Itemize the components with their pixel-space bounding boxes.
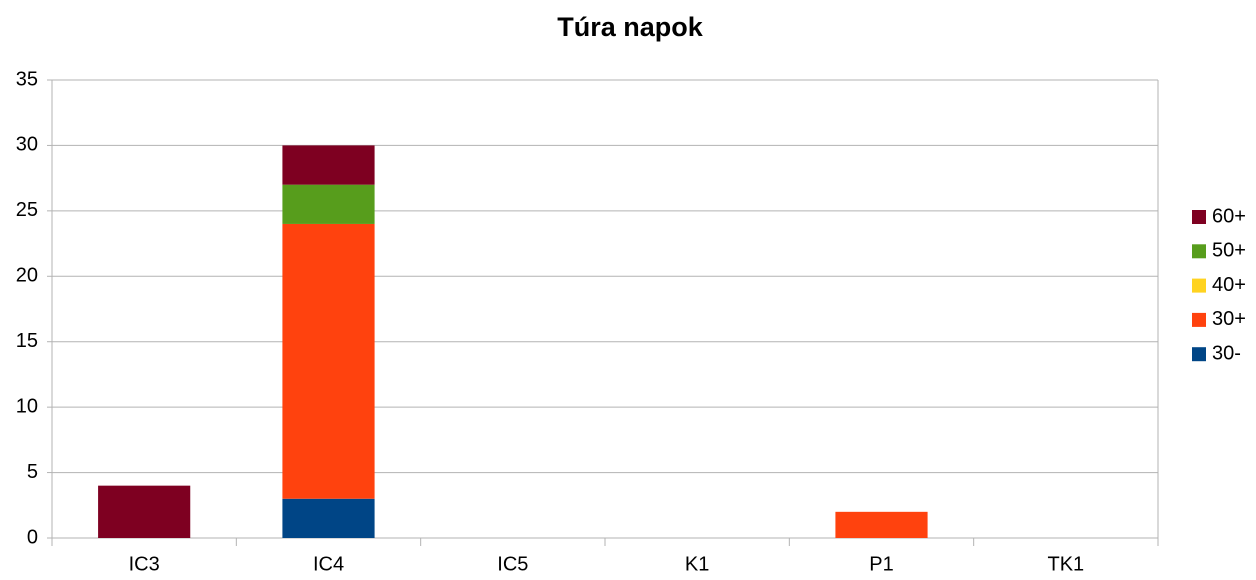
bar-segment (282, 145, 375, 185)
bar-segment (282, 223, 375, 499)
bar-segment (282, 498, 375, 538)
legend-swatch (1192, 312, 1206, 327)
bar-segment (282, 184, 375, 224)
x-tick-label: IC3 (129, 553, 160, 575)
y-tick-label: 30 (16, 134, 38, 156)
legend-label: 40+ (1212, 274, 1246, 296)
y-tick-label: 35 (16, 68, 38, 90)
legend-swatch (1192, 347, 1206, 362)
x-tick-label: K1 (685, 553, 709, 575)
y-tick-label: 20 (16, 265, 38, 287)
legend-label: 60+ (1212, 205, 1246, 227)
x-tick-label: IC4 (313, 553, 344, 575)
y-tick-label: 25 (16, 199, 38, 221)
legend-label: 30+ (1212, 308, 1246, 330)
chart-title: Túra napok (557, 12, 704, 42)
y-tick-label: 15 (16, 330, 38, 352)
y-tick-label: 5 (27, 461, 38, 483)
x-tick-label: P1 (869, 553, 893, 575)
legend-label: 50+ (1212, 240, 1246, 262)
y-tick-label: 0 (27, 526, 38, 548)
legend-swatch (1192, 244, 1206, 259)
y-tick-label: 10 (16, 395, 38, 417)
x-tick-label: IC5 (497, 553, 528, 575)
bar-segment (98, 485, 191, 538)
legend-swatch (1192, 210, 1206, 224)
bar-segment (835, 511, 928, 538)
legend-label: 30- (1212, 342, 1241, 364)
x-tick-label: TK1 (1047, 553, 1084, 575)
legend-swatch (1192, 278, 1206, 293)
